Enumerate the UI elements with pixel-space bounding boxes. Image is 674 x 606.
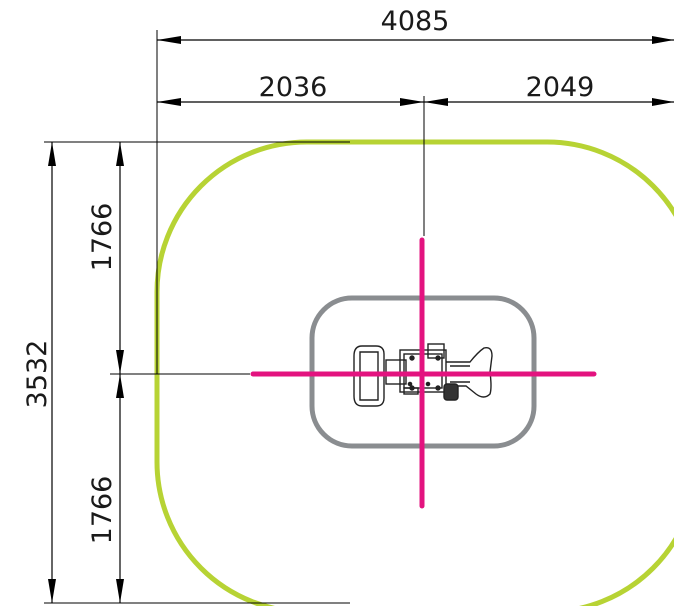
right-half-width-label: 2049 bbox=[526, 72, 595, 103]
bottom-half-depth-label: 1766 bbox=[87, 476, 118, 545]
overall-depth-label: 3532 bbox=[22, 340, 53, 409]
center-axes bbox=[250, 237, 597, 509]
dimension-lines bbox=[44, 30, 674, 604]
top-half-depth-label: 1766 bbox=[87, 203, 118, 272]
overall-width-label: 4085 bbox=[381, 6, 450, 37]
safety-zone-outline bbox=[154, 139, 674, 606]
left-half-width-label: 2036 bbox=[259, 72, 328, 103]
